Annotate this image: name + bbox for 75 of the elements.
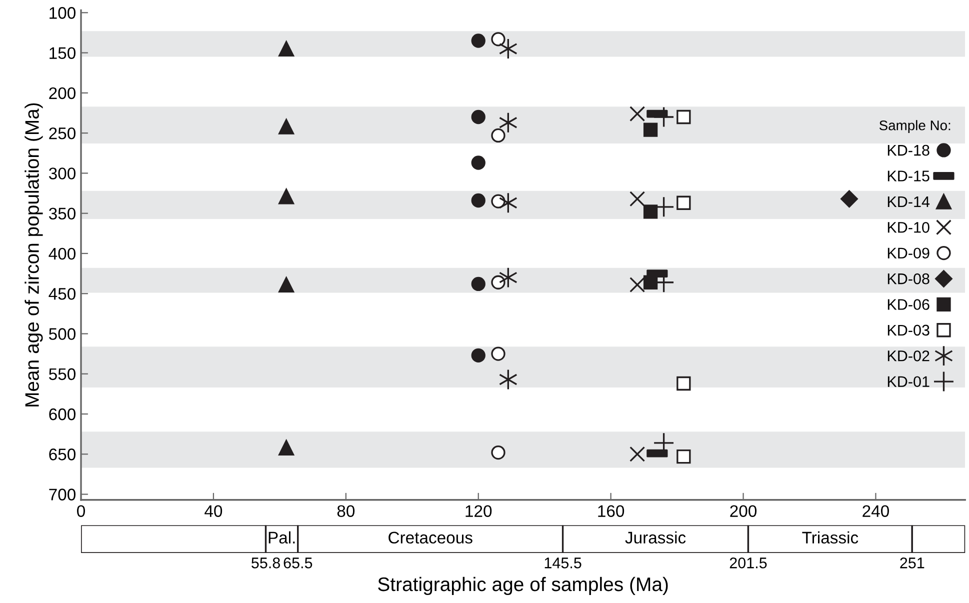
x-tick-label: 251 (900, 558, 924, 568)
point (471, 34, 486, 48)
legend-label: KD-18 (888, 144, 930, 156)
y-tick-label: 300 (48, 168, 76, 180)
y-tick-label: 400 (48, 248, 76, 260)
legend-label: KD-14 (888, 196, 930, 207)
y-tick-label: 200 (49, 87, 76, 100)
point (278, 118, 294, 134)
point (278, 188, 294, 204)
point (630, 276, 646, 293)
x-axis-title: Stratigraphic age of samples (Ma) (378, 576, 668, 596)
legend-label: KD-08 (888, 273, 930, 284)
x-tick-label: 200 (730, 505, 757, 517)
point (278, 276, 294, 293)
point (471, 348, 486, 362)
point (491, 275, 506, 290)
point (630, 446, 646, 462)
point (653, 106, 674, 128)
y-tick-label: 100 (50, 7, 76, 19)
legend-label: KD-06 (888, 299, 930, 310)
y-tick-label: 350 (48, 208, 76, 220)
point (676, 196, 691, 210)
point (471, 193, 486, 208)
point (491, 128, 506, 143)
x-tick-label: 80 (337, 505, 355, 517)
x-tick-label: 40 (204, 505, 222, 517)
series-label: Jurassic (625, 531, 686, 544)
y-tick-label: 550 (49, 368, 76, 380)
point (471, 110, 486, 124)
y-tick-label: 250 (49, 127, 76, 140)
point (491, 445, 506, 460)
point (498, 192, 518, 214)
point (676, 110, 691, 124)
legend-label: KD-09 (888, 248, 930, 259)
series-label: Cretaceous (388, 532, 472, 544)
x-tick-label: 160 (598, 505, 624, 517)
point (676, 449, 691, 464)
series-label: Triassic (802, 531, 858, 544)
x-tick-label: 145.5 (544, 558, 582, 568)
y-tick-label: 600 (49, 408, 76, 420)
legend-title: Sample No: (879, 120, 950, 134)
point (471, 156, 486, 170)
point (840, 190, 858, 208)
legend-label: KD-10 (888, 222, 930, 233)
point (643, 122, 658, 137)
x-tick-label: 55.8 (252, 558, 280, 568)
x-tick-label: 65.5 (284, 558, 312, 568)
point (498, 266, 518, 288)
point (630, 106, 646, 122)
point (676, 376, 691, 391)
point (491, 346, 506, 361)
point (471, 276, 486, 292)
y-tick-label: 500 (49, 328, 76, 340)
legend-label: KD-15 (888, 170, 930, 182)
x-tick-label: 201.5 (730, 558, 767, 568)
y-tick-label: 650 (49, 448, 76, 460)
point (278, 41, 294, 57)
point (630, 191, 646, 207)
point (643, 275, 658, 290)
point (498, 112, 518, 134)
y-tick-label: 700 (49, 488, 76, 500)
legend-label: KD-02 (888, 350, 930, 362)
series-label: Pal. (268, 531, 295, 544)
y-axis-title: Mean age of zircon population (Ma) (24, 103, 43, 406)
y-tick-label: 450 (48, 288, 76, 300)
x-tick-label: 0 (77, 505, 85, 517)
point (278, 440, 294, 456)
point (643, 204, 658, 219)
x-tick-label: 120 (466, 505, 492, 517)
point (491, 32, 506, 46)
legend-label: KD-03 (888, 324, 930, 336)
point (498, 38, 518, 60)
y-tick-label: 150 (50, 47, 76, 59)
x-tick-label: 240 (862, 505, 889, 517)
legend-label: KD-01 (888, 376, 930, 388)
